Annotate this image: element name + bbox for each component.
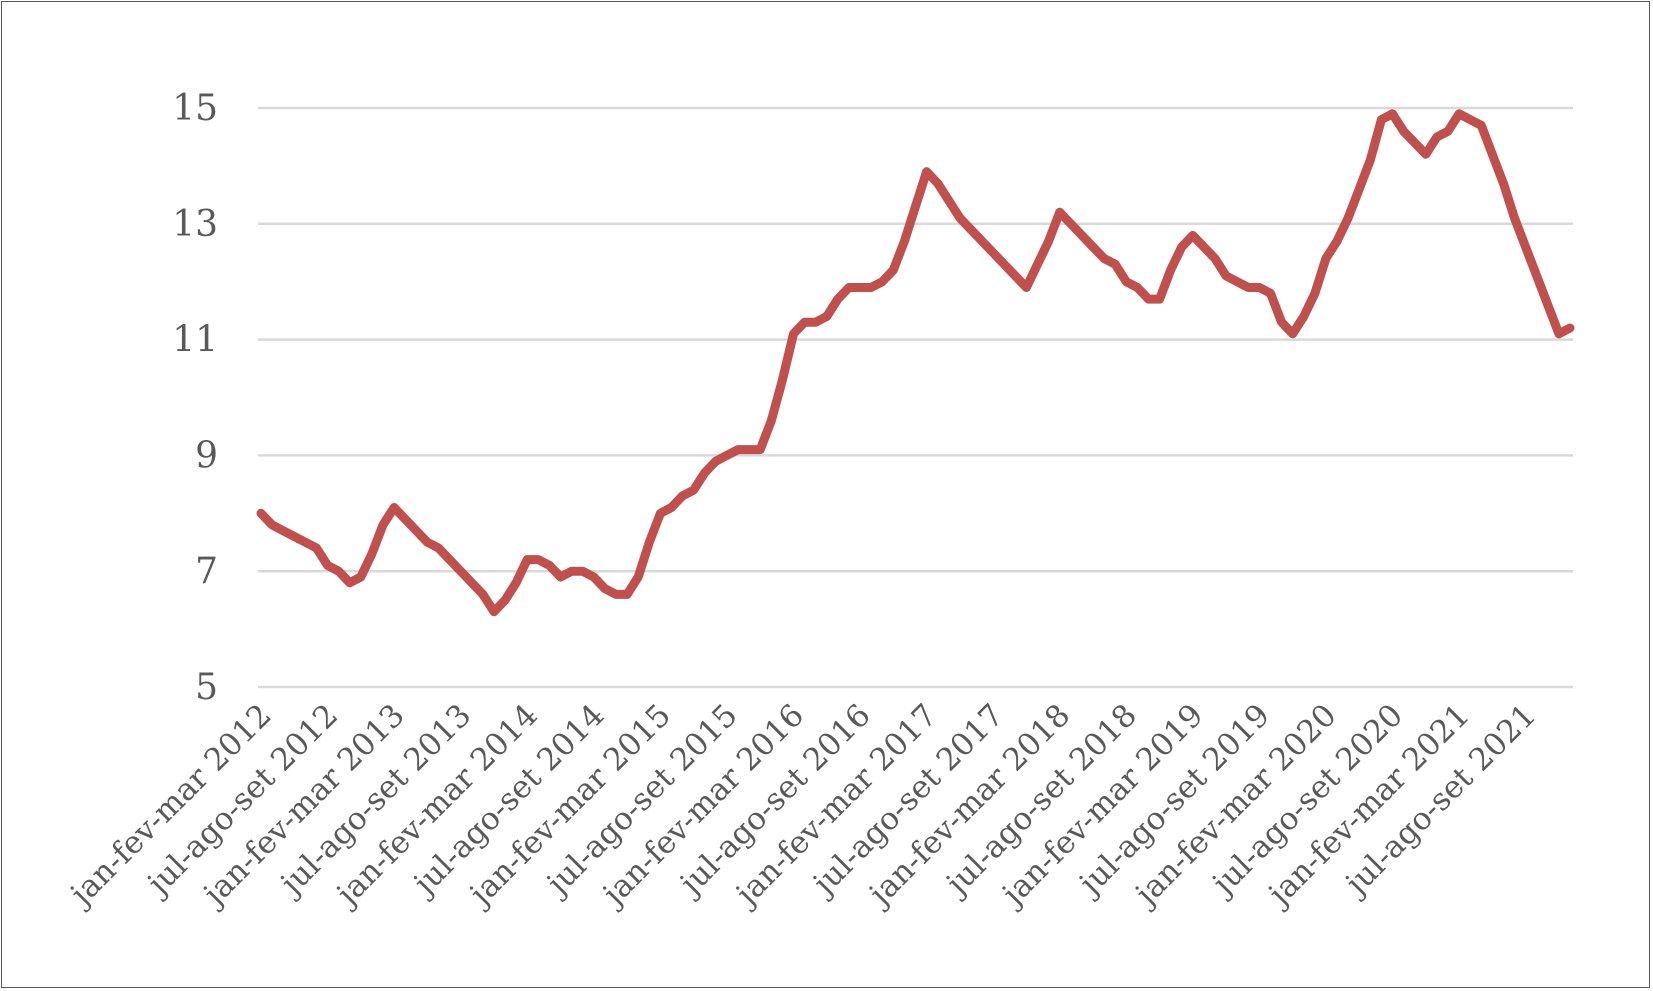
y-tick-label: 11 (172, 320, 218, 361)
series-layer (256, 109, 1575, 617)
y-axis-ticks: 5 7 9 11 13 15 (172, 88, 218, 708)
y-tick-label: 15 (172, 88, 218, 129)
series-line (256, 109, 1575, 617)
y-tick-label: 7 (195, 551, 218, 592)
y-tick-label: 9 (195, 435, 218, 476)
y-tick-label: 13 (172, 204, 218, 245)
gridlines (258, 106, 1573, 689)
y-tick-label: 5 (195, 667, 218, 708)
